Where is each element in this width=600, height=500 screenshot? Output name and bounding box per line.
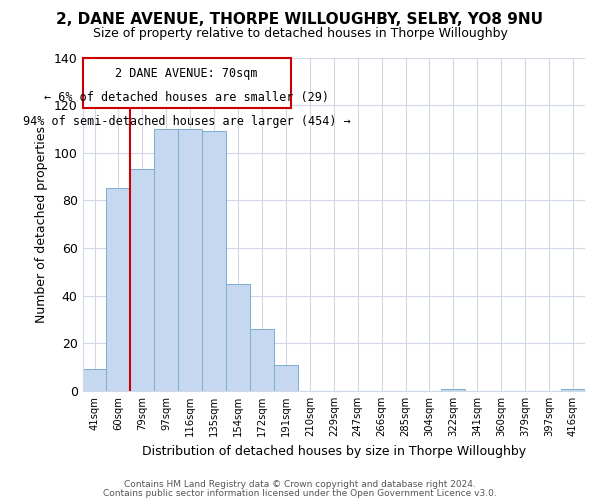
Y-axis label: Number of detached properties: Number of detached properties — [35, 126, 48, 322]
Bar — [178, 129, 202, 391]
Bar — [274, 364, 298, 391]
Bar — [130, 170, 154, 391]
Text: 2 DANE AVENUE: 70sqm: 2 DANE AVENUE: 70sqm — [115, 67, 258, 80]
X-axis label: Distribution of detached houses by size in Thorpe Willoughby: Distribution of detached houses by size … — [142, 444, 526, 458]
Bar — [561, 388, 585, 391]
Text: Size of property relative to detached houses in Thorpe Willoughby: Size of property relative to detached ho… — [92, 28, 508, 40]
Bar — [442, 388, 466, 391]
Bar — [250, 329, 274, 391]
Bar — [106, 188, 130, 391]
Bar — [202, 132, 226, 391]
Bar — [154, 129, 178, 391]
Bar — [226, 284, 250, 391]
Text: Contains HM Land Registry data © Crown copyright and database right 2024.: Contains HM Land Registry data © Crown c… — [124, 480, 476, 489]
Bar — [83, 370, 106, 391]
Text: 94% of semi-detached houses are larger (454) →: 94% of semi-detached houses are larger (… — [23, 114, 350, 128]
FancyBboxPatch shape — [83, 58, 291, 108]
Text: ← 6% of detached houses are smaller (29): ← 6% of detached houses are smaller (29) — [44, 91, 329, 104]
Text: Contains public sector information licensed under the Open Government Licence v3: Contains public sector information licen… — [103, 488, 497, 498]
Text: 2, DANE AVENUE, THORPE WILLOUGHBY, SELBY, YO8 9NU: 2, DANE AVENUE, THORPE WILLOUGHBY, SELBY… — [56, 12, 544, 28]
